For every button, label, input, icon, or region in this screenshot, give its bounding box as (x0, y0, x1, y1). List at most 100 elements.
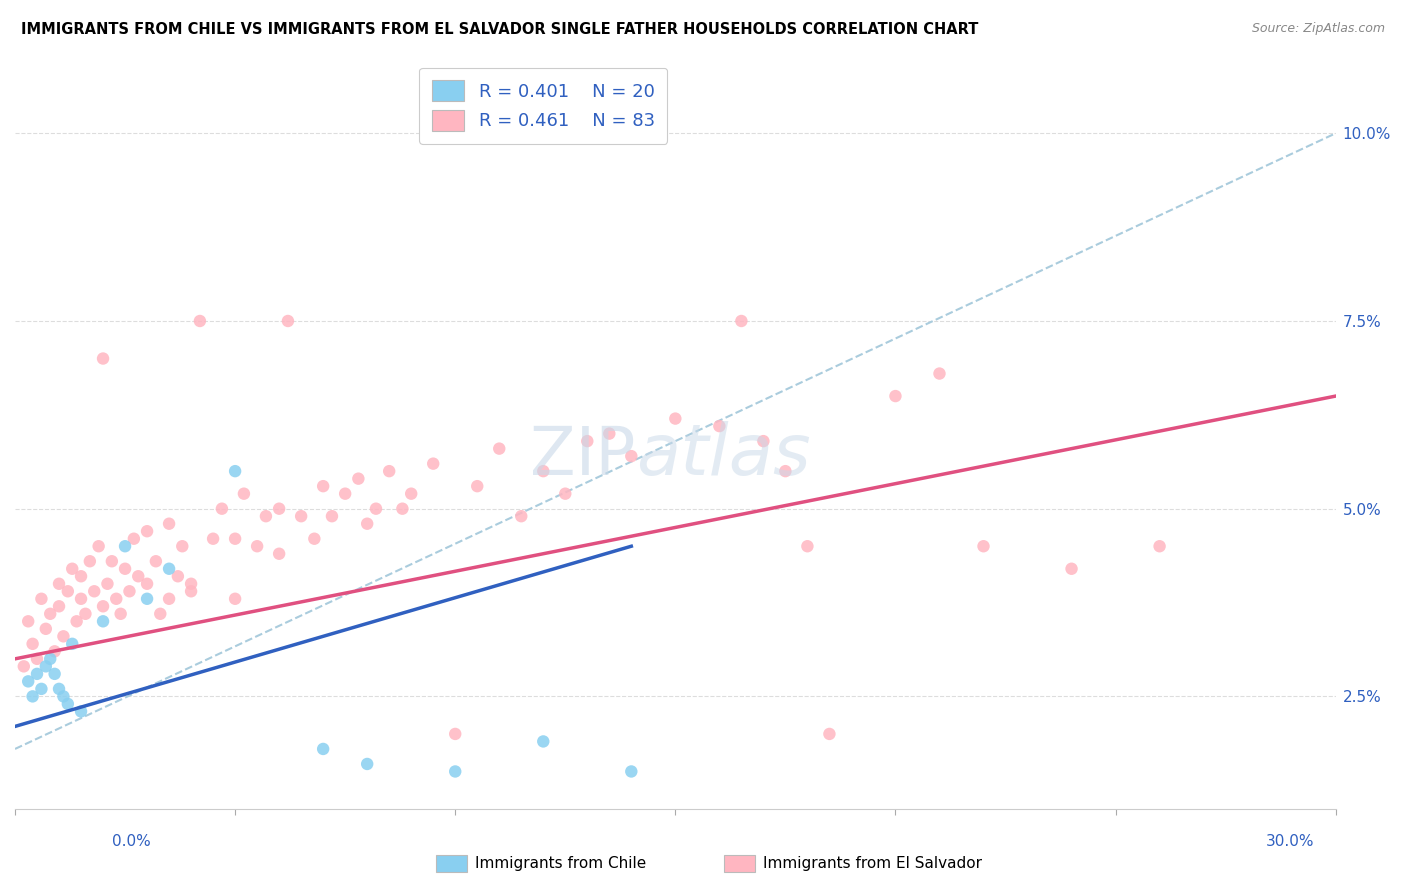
Point (30, 591, 52, 606)
Point (122, 532, 145, 546)
Point (157, 562, 180, 576)
Point (269, 501, 291, 516)
Point (598, 426, 620, 441)
Point (172, 539, 194, 553)
Point (79, 554, 101, 568)
Point (531, 464, 554, 478)
Point (118, 584, 141, 599)
Point (884, 389, 907, 403)
Point (56, 697, 79, 711)
Text: 30.0%: 30.0% (1267, 834, 1315, 848)
Point (277, 314, 299, 328)
Point (136, 576, 159, 591)
Point (25, 666, 48, 681)
Point (70, 591, 93, 606)
Point (709, 419, 731, 434)
Point (39, 652, 62, 666)
Point (1149, 539, 1171, 553)
Point (17, 615, 39, 629)
Point (818, 727, 841, 741)
Point (96, 576, 118, 591)
Point (356, 756, 378, 771)
Point (157, 591, 180, 606)
Point (620, 764, 643, 779)
Point (48, 576, 70, 591)
Point (66, 615, 89, 629)
Text: atlas: atlas (636, 421, 810, 491)
Point (391, 501, 413, 516)
Point (21, 690, 44, 704)
Point (290, 509, 312, 524)
Point (620, 449, 643, 463)
Point (510, 509, 533, 524)
Point (149, 607, 172, 621)
Point (35, 659, 58, 673)
Point (444, 727, 467, 741)
Point (347, 472, 370, 486)
Point (39, 607, 62, 621)
Point (101, 554, 124, 568)
Point (35, 622, 58, 636)
Text: Source: ZipAtlas.com: Source: ZipAtlas.com (1251, 22, 1385, 36)
Point (60, 637, 83, 651)
Point (44, 666, 66, 681)
Point (145, 554, 167, 568)
Point (21, 637, 44, 651)
Point (25, 652, 48, 666)
Point (269, 547, 291, 561)
Point (576, 434, 599, 449)
Point (127, 569, 149, 583)
Point (444, 764, 467, 779)
Point (1060, 562, 1083, 576)
Point (321, 509, 343, 524)
Text: ZIP: ZIP (530, 423, 636, 489)
Point (114, 562, 136, 576)
Point (70, 569, 93, 583)
Point (48, 681, 70, 696)
Point (488, 442, 510, 456)
Point (52, 690, 75, 704)
Text: IMMIGRANTS FROM CHILE VS IMMIGRANTS FROM EL SALVADOR SINGLE FATHER HOUSEHOLDS CO: IMMIGRANTS FROM CHILE VS IMMIGRANTS FROM… (21, 22, 979, 37)
Point (114, 539, 136, 553)
Point (304, 532, 326, 546)
Point (91, 615, 114, 629)
Point (48, 599, 70, 614)
Point (254, 509, 277, 524)
Point (796, 539, 818, 553)
Point (232, 486, 254, 500)
Point (60, 562, 83, 576)
Point (44, 644, 66, 658)
Point (730, 314, 752, 328)
Point (224, 532, 246, 546)
Point (211, 501, 233, 516)
Point (465, 479, 488, 493)
Point (554, 486, 576, 500)
Point (167, 569, 190, 583)
Point (378, 464, 401, 478)
Point (110, 607, 132, 621)
Point (180, 576, 202, 591)
Point (188, 314, 211, 328)
Point (13, 659, 35, 673)
Point (87, 539, 110, 553)
Point (70, 705, 93, 719)
Point (30, 681, 52, 696)
Point (928, 367, 950, 381)
Point (17, 674, 39, 689)
Point (752, 434, 775, 449)
Text: 0.0%: 0.0% (112, 834, 152, 848)
Point (105, 591, 128, 606)
Point (399, 486, 422, 500)
Point (157, 516, 180, 531)
Point (52, 629, 75, 643)
Legend: R = 0.401    N = 20, R = 0.461    N = 83: R = 0.401 N = 20, R = 0.461 N = 83 (419, 68, 668, 144)
Point (333, 486, 356, 500)
Point (246, 539, 269, 553)
Point (356, 516, 378, 531)
Point (312, 742, 335, 756)
Point (83, 584, 105, 599)
Point (136, 591, 159, 606)
Point (202, 532, 225, 546)
Text: Immigrants from Chile: Immigrants from Chile (475, 856, 647, 871)
Point (75, 607, 97, 621)
